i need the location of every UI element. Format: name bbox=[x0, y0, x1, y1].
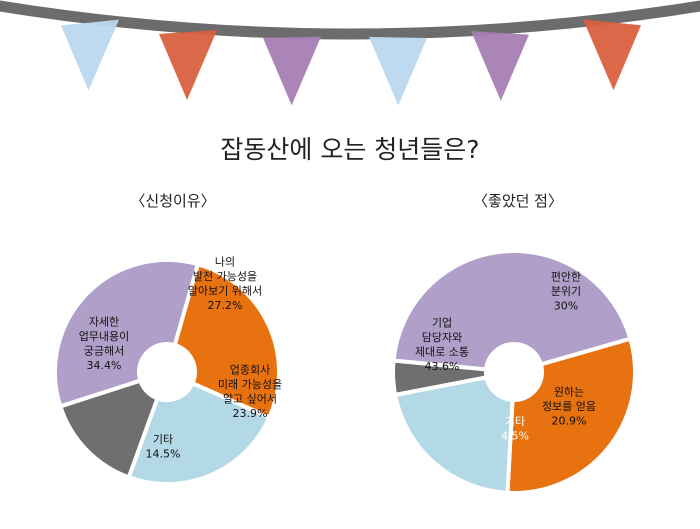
slice-value-label: 14.5% bbox=[146, 447, 181, 460]
bunting-flag bbox=[263, 36, 321, 106]
slice-label: 원하는 정보를 얻음 20.9% bbox=[542, 385, 596, 428]
bunting-string bbox=[0, 0, 700, 40]
pie-slice bbox=[53, 258, 200, 409]
pie-slice bbox=[391, 249, 633, 372]
slice-category-label: 발전 가능성을 bbox=[193, 270, 257, 283]
slice-label: 기타 14.5% bbox=[146, 433, 181, 461]
slice-category-label: 궁금해서 bbox=[84, 343, 124, 357]
slice-category-label: 기타 bbox=[505, 415, 525, 428]
bunting-decoration bbox=[0, 0, 700, 106]
slice-category-label: 나의 bbox=[215, 255, 235, 268]
slice-category-label: 제대로 소통 bbox=[415, 345, 469, 358]
slice-value-label: 4.5% bbox=[501, 429, 529, 442]
pie-slice bbox=[126, 381, 272, 486]
chart-title: 〈좋았던 점〉 bbox=[473, 192, 563, 210]
slice-category-label: 담당자와 bbox=[422, 331, 462, 344]
slice-category-label: 원하는 bbox=[554, 385, 584, 399]
slice-value-label: 30% bbox=[554, 300, 578, 313]
slice-value-label: 23.9% bbox=[233, 407, 268, 420]
slice-label: 편안한 분위기 30% bbox=[551, 271, 581, 313]
chart-title: 〈신청이유〉 bbox=[130, 192, 215, 210]
slice-category-label: 기업 bbox=[432, 316, 452, 329]
slice-category-label: 업종회사 bbox=[230, 363, 270, 376]
slice-label: 기타 4.5% bbox=[501, 415, 529, 443]
slice-category-label: 기타 bbox=[153, 433, 173, 446]
bunting-flag bbox=[369, 36, 427, 106]
slice-value-label: 27.2% bbox=[208, 299, 243, 312]
pie-slice bbox=[505, 336, 637, 495]
bunting-flag bbox=[61, 19, 119, 91]
slice-category-label: 분위기 bbox=[551, 285, 581, 298]
slice-category-label: 업무내용이 bbox=[79, 330, 130, 343]
slice-category-label: 알아보기 위해서 bbox=[188, 283, 262, 297]
slice-value-label: 43.6% bbox=[425, 360, 460, 373]
slice-category-label: 자세한 bbox=[89, 315, 119, 328]
pie-slice bbox=[58, 378, 160, 480]
slice-category-label: 편안한 bbox=[551, 271, 581, 284]
page-title: 잡동산에 오는 청년들은? bbox=[220, 135, 479, 164]
pie-slice bbox=[393, 375, 515, 495]
bunting-flag bbox=[471, 31, 529, 101]
slice-value-label: 34.4% bbox=[87, 359, 122, 372]
slice-value-label: 20.9% bbox=[552, 415, 587, 428]
bunting-flag bbox=[159, 30, 217, 101]
slice-category-label: 미래 가능성을 bbox=[218, 378, 282, 391]
bunting-flag bbox=[583, 19, 641, 91]
pie-slice bbox=[172, 262, 281, 420]
slice-category-label: 알고 싶어서 bbox=[223, 391, 277, 405]
slice-category-label: 정보를 얻음 bbox=[542, 400, 596, 413]
